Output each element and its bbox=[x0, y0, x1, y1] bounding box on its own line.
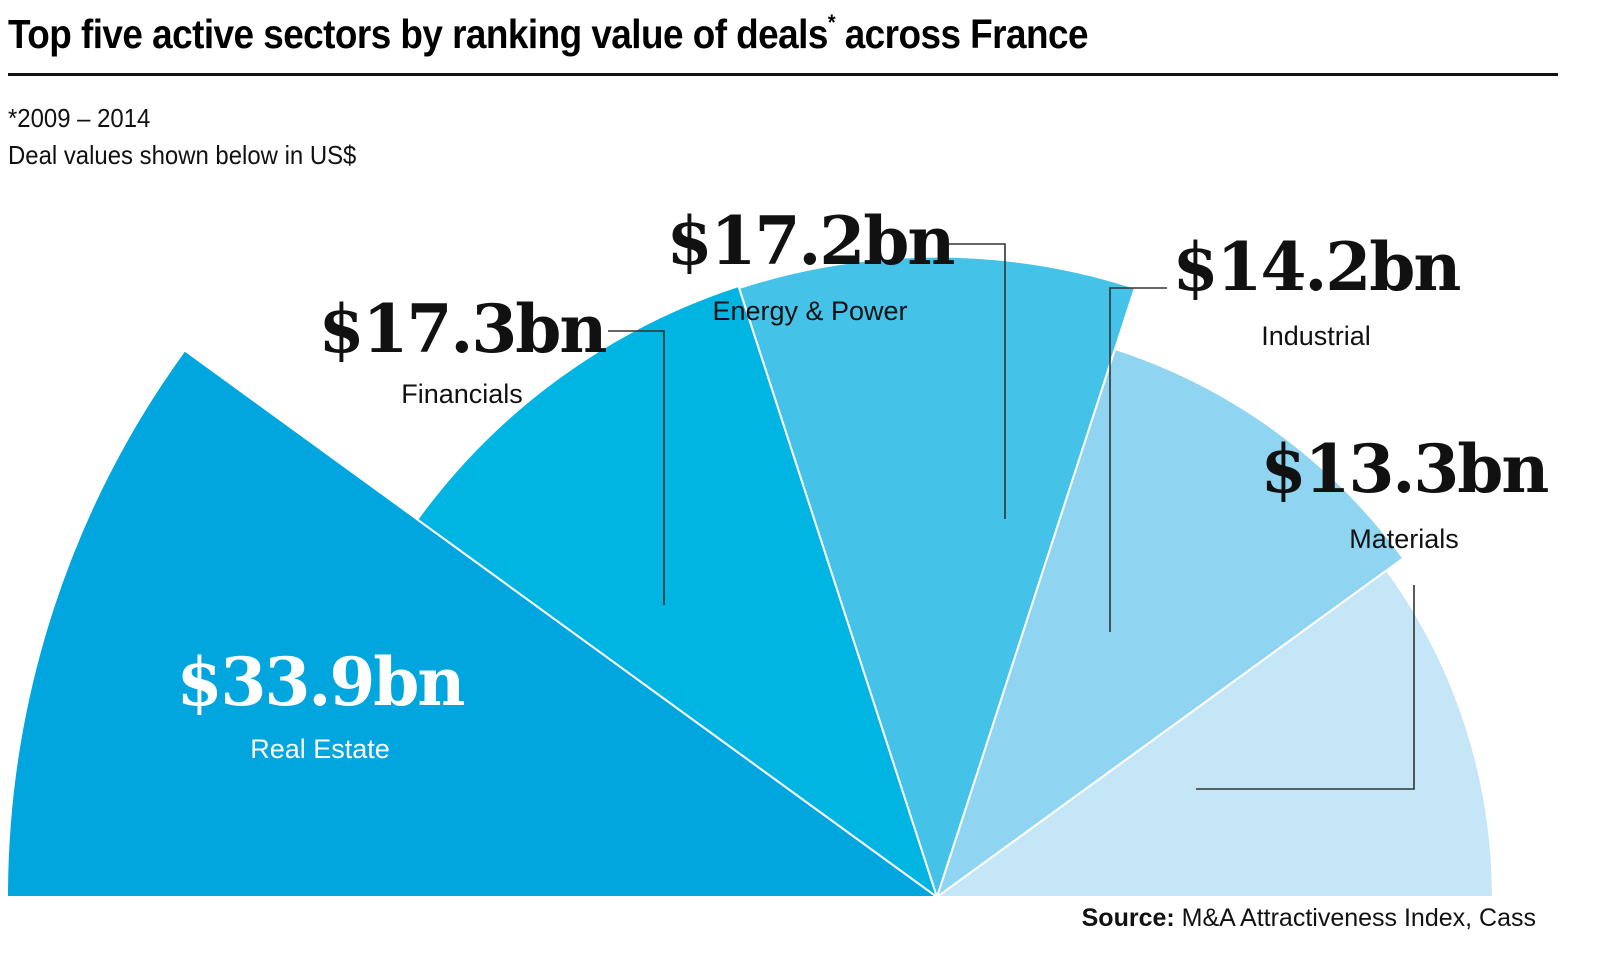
category-label-materials: Materials bbox=[1349, 524, 1459, 554]
value-label-energy-power: $17.2bn bbox=[667, 202, 955, 280]
slice-materials bbox=[933, 568, 1494, 898]
title-footnote-marker: * bbox=[827, 10, 836, 35]
category-label-energy-power: Energy & Power bbox=[712, 296, 907, 326]
leader-line-energy-power bbox=[947, 243, 1006, 519]
value-label-financials: $17.3bn bbox=[319, 290, 607, 368]
labels-group: $33.9bn Real Estate $17.3bn Financials $17.2… bbox=[177, 202, 1551, 764]
leader-lines-group bbox=[608, 243, 1415, 790]
leader-line-industrial bbox=[1109, 287, 1167, 632]
category-label-real-estate: Real Estate bbox=[250, 734, 390, 764]
leader-line-materials bbox=[1196, 585, 1415, 790]
chart-title-suffix: across France bbox=[834, 11, 1089, 57]
slice-financials bbox=[415, 284, 939, 900]
slices-group bbox=[5, 255, 1494, 901]
units-note: Deal values shown below in US$ bbox=[8, 140, 357, 170]
value-label-materials: $13.3bn bbox=[1261, 430, 1549, 508]
slice-real-estate bbox=[5, 348, 941, 898]
value-label-real-estate: $33.9bn bbox=[177, 643, 465, 721]
source-text: M&A Attractiveness Index, Cass bbox=[1174, 904, 1536, 932]
category-label-financials: Financials bbox=[401, 379, 523, 409]
chart-title-text: Top five active sectors by ranking value… bbox=[8, 11, 828, 57]
source-label: Source: bbox=[1081, 904, 1175, 932]
title-divider bbox=[8, 73, 1558, 76]
slice-energy-power bbox=[737, 255, 1137, 901]
chart-title: Top five active sectors by ranking value… bbox=[8, 10, 1088, 58]
category-label-industrial: Industrial bbox=[1261, 321, 1371, 351]
slice-industrial bbox=[935, 347, 1405, 900]
leader-line-financials bbox=[608, 330, 665, 605]
period-note: *2009 – 2014 bbox=[8, 103, 151, 133]
source-note: Source: M&A Attractiveness Index, Cass bbox=[1082, 904, 1536, 933]
value-label-industrial: $14.2bn bbox=[1173, 228, 1461, 306]
